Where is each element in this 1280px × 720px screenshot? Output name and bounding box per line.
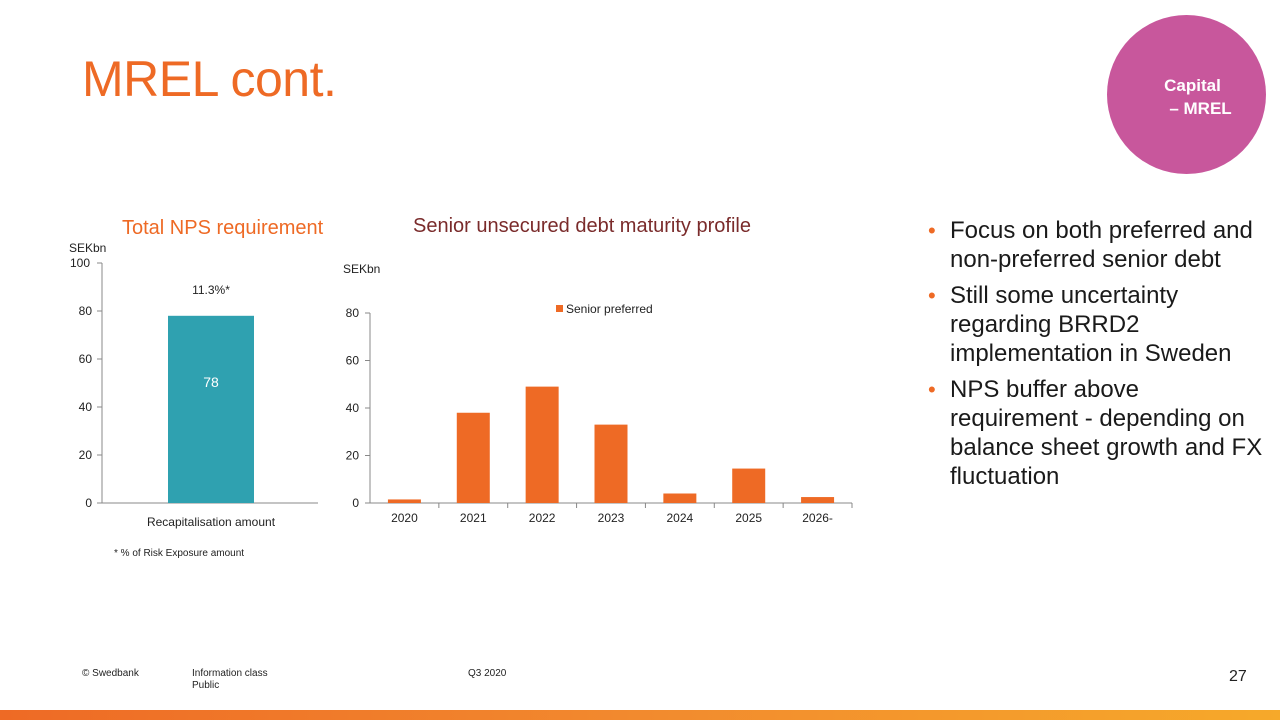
- nps-category-label: Recapitalisation amount: [147, 515, 276, 529]
- maturity-category-label: 2021: [460, 511, 487, 525]
- footnote: * % of Risk Exposure amount: [114, 548, 245, 559]
- maturity-bar: [801, 497, 835, 503]
- maturity-y-tick-label: 20: [346, 449, 360, 463]
- maturity-unit-label: SEKbn: [343, 262, 380, 276]
- maturity-legend-swatch: [556, 305, 563, 312]
- nps-y-tick-label: 80: [79, 304, 93, 318]
- maturity-legend-label: Senior preferred: [566, 302, 653, 316]
- section-badge: Capital – MREL: [1107, 15, 1266, 174]
- nps-bar-annotation: 11.3%*: [192, 283, 230, 297]
- section-badge-line1: Capital: [1164, 76, 1221, 95]
- bullet-item: Still some uncertainty regarding BRRD2 i…: [928, 281, 1268, 368]
- nps-bar: [168, 315, 254, 503]
- maturity-category-label: 2024: [667, 511, 694, 525]
- nps-bar-data-label: 78: [203, 374, 219, 390]
- section-badge-line2: – MREL: [1169, 99, 1232, 118]
- footer-info-class-label: Information class: [192, 668, 268, 679]
- bottom-color-band: [0, 710, 1280, 720]
- nps-y-tick-label: 60: [79, 352, 93, 366]
- maturity-y-tick-label: 40: [346, 401, 360, 415]
- maturity-category-label: 2025: [735, 511, 762, 525]
- maturity-bar: [594, 424, 628, 503]
- page-number: 27: [1229, 668, 1247, 685]
- bullet-item: Focus on both preferred and non-preferre…: [928, 216, 1268, 274]
- maturity-bar: [525, 386, 559, 503]
- nps-y-tick-label: 40: [79, 400, 93, 414]
- maturity-bar: [456, 412, 490, 503]
- maturity-y-tick-label: 80: [346, 306, 360, 320]
- footer-info-class: Information class Public: [192, 668, 268, 692]
- nps-y-tick-label: 100: [70, 256, 90, 270]
- footer-info-class-value: Public: [192, 680, 220, 691]
- footer-period: Q3 2020: [468, 668, 507, 679]
- footer-copyright: © Swedbank: [82, 668, 139, 679]
- bullet-list: Focus on both preferred and non-preferre…: [928, 216, 1268, 498]
- maturity-y-tick-label: 60: [346, 354, 360, 368]
- maturity-category-label: 2020: [391, 511, 418, 525]
- nps-y-tick-label: 0: [85, 496, 92, 510]
- nps-unit-label: SEKbn: [69, 241, 106, 255]
- slide-title: MREL cont.: [82, 51, 337, 107]
- maturity-category-label: 2022: [529, 511, 556, 525]
- bullet-item: NPS buffer above requirement - depending…: [928, 375, 1268, 491]
- maturity-category-label: 2026-: [802, 511, 833, 525]
- nps-chart-title: Total NPS requirement: [122, 217, 324, 239]
- maturity-category-label: 2023: [598, 511, 625, 525]
- maturity-chart-title: Senior unsecured debt maturity profile: [413, 215, 751, 237]
- maturity-bar: [387, 499, 421, 503]
- nps-y-tick-label: 20: [79, 448, 93, 462]
- maturity-y-tick-label: 0: [352, 496, 359, 510]
- maturity-bar: [663, 493, 697, 503]
- maturity-bar: [732, 468, 766, 503]
